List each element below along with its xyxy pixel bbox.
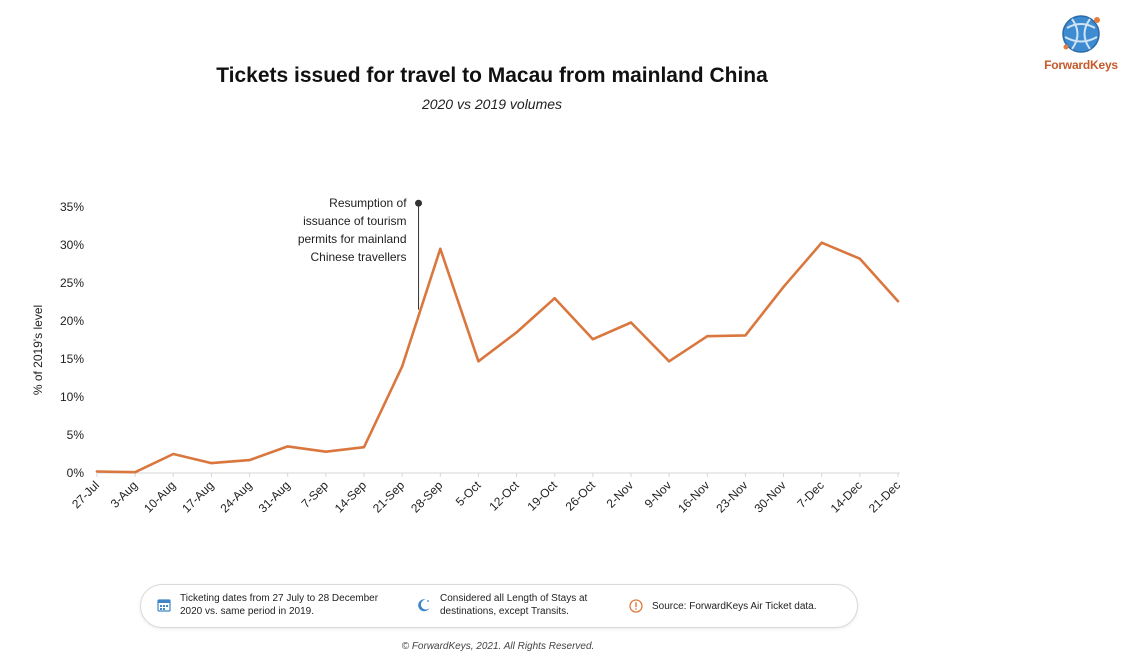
x-tick-label: 21-Sep [370,478,407,515]
y-tick-label: 25% [60,276,84,290]
footer-item-stays: Considered all Length of Stays at destin… [417,592,610,618]
copyright-text: © ForwardKeys, 2021. All Rights Reserved… [401,641,595,652]
x-tick-label: 16-Nov [675,478,712,515]
moon-icon [417,598,431,612]
chart-title: Tickets issued for travel to Macau from … [216,64,768,87]
data-point [553,297,556,300]
x-tick-label: 14-Sep [332,478,369,515]
x-tick-label: 7-Sep [298,478,331,511]
calendar-icon [157,598,171,612]
x-tick-label: 12-Oct [486,478,522,514]
brand-logo: ForwardKeys [1040,12,1122,92]
x-tick-label: 27-Jul [69,478,102,511]
data-point [400,365,404,368]
data-point [133,471,137,474]
footer-info-box: Ticketing dates from 27 July to 28 Decem… [140,584,858,628]
data-point [210,461,213,465]
x-tick-label: 5-Oct [453,478,484,509]
y-axis-label: % of 2019's level [31,305,45,395]
data-point [324,450,328,453]
footer-dates-text: Ticketing dates from 27 July to 28 Decem… [180,593,379,617]
x-tick-label: 24-Aug [217,478,254,515]
data-point [820,241,823,244]
footer-stays-text: Considered all Length of Stays at destin… [440,593,588,617]
y-tick-label: 0% [67,466,85,480]
x-tick-label: 14-Dec [828,478,865,515]
data-point [706,335,709,338]
data-point [286,445,289,448]
x-tick-label: 3-Aug [108,478,141,511]
data-point [591,338,595,341]
x-tick-label: 7-Dec [794,478,827,511]
annotation-text-line: Chinese travellers [310,250,406,264]
data-point [439,247,442,250]
x-tick-label: 28-Sep [408,478,445,515]
data-point [896,300,900,303]
x-tick-label: 21-Dec [866,478,903,515]
y-tick-label: 5% [67,428,85,442]
exclamation-icon [629,599,643,613]
annotation-text-line: Resumption of [329,196,407,210]
data-point [744,334,747,337]
x-tick-label: 30-Nov [751,478,788,515]
data-point [515,331,518,334]
y-tick-label: 30% [60,238,84,252]
chart-subtitle: 2020 vs 2019 volumes [421,96,563,112]
footer-item-dates: Ticketing dates from 27 July to 28 Decem… [157,592,400,618]
series-line [95,241,900,474]
y-tick-label: 20% [60,314,84,328]
annotation-dot [415,199,423,207]
x-tick-label: 9-Nov [642,478,675,511]
x-tick-label: 17-Aug [179,478,216,515]
data-point [248,458,251,462]
data-point [629,321,633,324]
x-tick-label: 10-Aug [141,478,178,515]
x-tick-label: 2-Nov [604,478,637,511]
footer-source-text: Source: ForwardKeys Air Ticket data. [652,600,817,612]
data-point [782,285,785,288]
x-tick-label: 23-Nov [713,478,750,515]
brand-name: ForwardKeys [1044,58,1118,72]
annotation-text-line: permits for mainland [298,232,407,246]
data-point [667,360,671,363]
annotation-text-line: issuance of tourism [303,214,406,228]
data-point [858,257,862,260]
globe-icon [1062,15,1100,53]
x-tick-label: 19-Oct [524,478,560,514]
data-point [172,452,175,456]
y-tick-label: 10% [60,390,84,404]
x-tick-label: 26-Oct [563,478,599,514]
x-tick-label: 31-Aug [256,478,293,515]
data-point [477,360,480,363]
y-tick-label: 35% [60,200,84,214]
y-tick-label: 15% [60,352,84,366]
footer-item-source: Source: ForwardKeys Air Ticket data. [629,599,817,613]
data-point [95,470,99,473]
data-point [362,445,366,449]
